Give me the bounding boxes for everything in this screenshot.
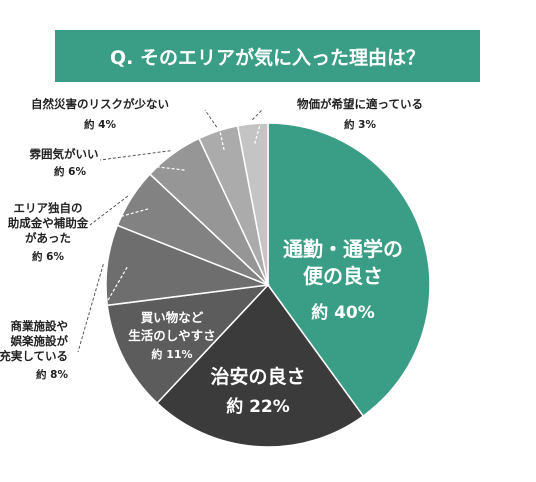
leader-line-outer-disaster: [204, 109, 218, 128]
slice-value-commute: 約 40%: [311, 302, 375, 323]
value-atmosphere: 約 6%: [54, 165, 86, 178]
slice-value-safety: 約 22%: [226, 396, 290, 417]
slice-label-shopping: 買い物など: [141, 310, 204, 325]
pie-slice-safety: [156, 283, 365, 448]
leader-line-commercial: [77, 266, 128, 353]
pie-slice-commute: [267, 122, 431, 418]
label-subsidy: エリア独自の: [14, 201, 83, 215]
leader-line-outer-price: [252, 109, 263, 121]
leader-line-disaster: [204, 109, 225, 151]
pie-slice-price: [236, 122, 269, 286]
leader-line-atmosphere: [99, 159, 185, 171]
label-subsidy-line2: 助成金や補助金: [8, 216, 89, 230]
slice-label-commute-line2: 便の良さ: [303, 264, 383, 288]
label-subsidy-line3: があった: [25, 231, 71, 245]
slice-label-shopping-line2: 生活のしやすさ: [128, 328, 215, 343]
slice-value-shopping: 約 11%: [151, 347, 192, 361]
label-commercial: 商業施設や: [11, 319, 69, 333]
label-atmosphere: 雰囲気がいい: [30, 147, 99, 161]
value-price: 約 3%: [344, 118, 376, 131]
leader-line-outer-atmosphere: [99, 150, 171, 161]
label-commercial-line3: 充実している: [0, 349, 68, 363]
value-disaster: 約 4%: [84, 118, 116, 131]
leader-line-price: [254, 109, 273, 144]
value-commercial: 約 8%: [36, 368, 68, 381]
label-price: 物価が希望に適っている: [297, 97, 423, 111]
label-commercial-line2: 娯楽施設が: [11, 334, 69, 348]
slice-label-commute: 通勤・通学の: [283, 237, 403, 261]
leader-line-subsidy: [89, 208, 149, 226]
pie-slices: [105, 122, 431, 448]
chart-title: Q. そのエリアが気に入った理由は？: [55, 30, 480, 82]
leader-lines: [77, 109, 273, 353]
leader-line-outer-commercial: [77, 264, 104, 353]
leader-line-outer-subsidy: [89, 195, 129, 226]
value-subsidy: 約 6%: [32, 250, 64, 263]
slice-label-safety: 治安の良さ: [210, 365, 305, 388]
pie-slice-shopping: [106, 283, 270, 405]
label-disaster: 自然災害のリスクが少ない: [31, 97, 169, 111]
